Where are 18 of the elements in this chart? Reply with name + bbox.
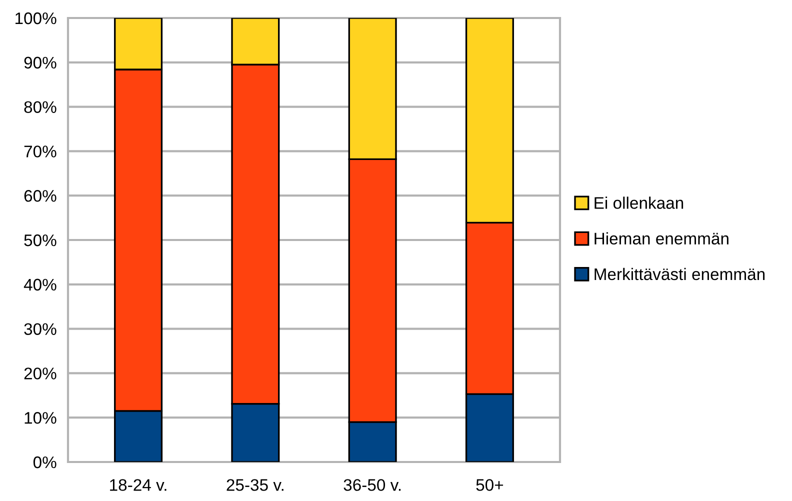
legend-label: Ei ollenkaan (594, 196, 684, 209)
legend-label: Merkittävästi enemmän (594, 268, 765, 280)
y-tick-label: 20% (24, 368, 56, 380)
y-tick-label: 0% (33, 456, 56, 468)
y-tick-label: 90% (24, 56, 56, 69)
x-tick-label: 36-50 v. (344, 479, 401, 491)
x-tick-label: 50+ (476, 479, 504, 491)
y-tick-label: 60% (24, 190, 56, 202)
y-tick-label: 50% (24, 234, 56, 246)
y-tick-label: 40% (24, 278, 56, 291)
y-tick-label: 10% (24, 412, 56, 424)
legend-label: Hieman enemmän (594, 232, 728, 245)
y-tick-label: 70% (24, 146, 56, 158)
x-tick-label: 18-24 v. (110, 479, 166, 491)
y-tick-label: 30% (24, 323, 56, 336)
y-tick-label: 100% (16, 12, 56, 24)
y-tick-label: 80% (24, 101, 56, 114)
x-tick-label: 25-35 v. (226, 479, 284, 491)
